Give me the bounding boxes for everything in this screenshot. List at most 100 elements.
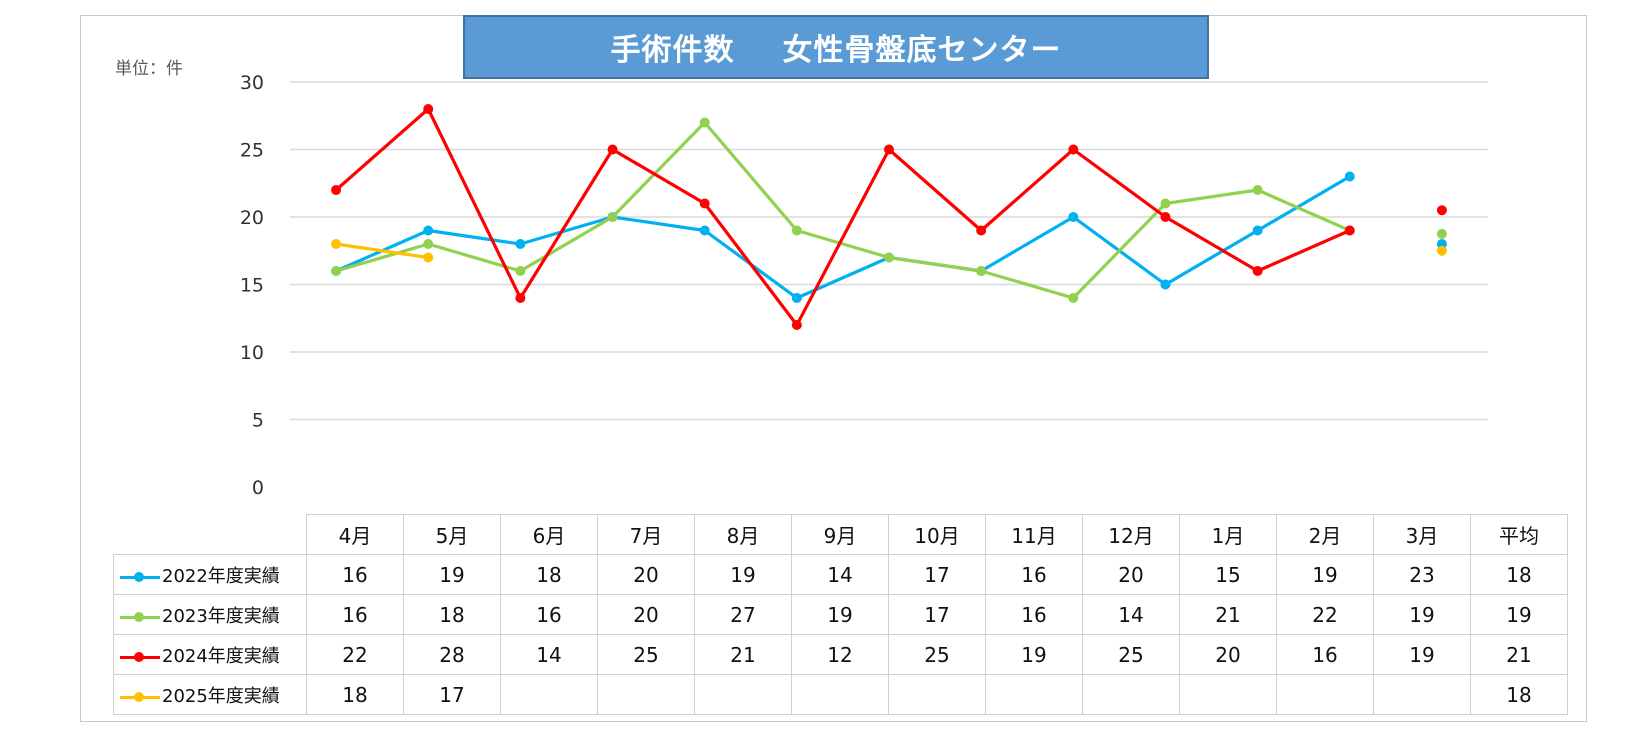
y-tick-label: 25 [240,140,264,162]
data-label: 20 [597,554,695,595]
data-label: 28 [403,634,501,675]
y-tick-label: 20 [240,207,264,229]
data-point [423,225,434,236]
data-label: 22 [306,634,404,675]
data-label: 18 [403,594,501,635]
data-label: 22 [1276,594,1374,635]
series-1 [331,171,1447,303]
y-tick-label: 5 [252,410,264,432]
data-point [515,239,526,249]
category-label: 3月 [1373,514,1471,555]
data-label: 16 [500,594,598,635]
series-line [335,107,1351,327]
data-point [423,239,434,249]
data-label: 25 [888,634,986,675]
average-point [1436,205,1447,216]
average-label: 21 [1470,634,1568,675]
legend-label: 2022年度実績 [162,565,280,587]
legend-swatch [120,691,160,702]
data-label: 15 [1179,554,1277,595]
data-point [1160,212,1171,222]
average-label: 19 [1470,594,1568,635]
data-point [976,225,987,236]
y-axis-ticks: 0 5 10 15 20 25 30 [240,72,264,499]
data-label: 16 [306,594,404,635]
data-label: 19 [791,594,889,635]
data-label: 19 [1276,554,1374,595]
data-label [1179,674,1277,715]
category-label: 8月 [694,514,792,555]
data-point [1068,293,1079,303]
data-point [607,212,618,222]
category-label: 平均 [1470,514,1568,555]
category-label: 5月 [403,514,501,555]
data-label [694,674,792,715]
table-row: 2025年度実績 18 17 18 [113,674,1568,715]
data-label: 17 [888,594,986,635]
legend-entry: 2024年度実績 [113,634,307,675]
series-line [335,242,429,260]
data-point [1252,185,1263,195]
category-label: 9月 [791,514,889,555]
table-corner [114,515,307,555]
data-label: 14 [500,634,598,675]
data-label: 12 [791,634,889,675]
data-label [1373,674,1471,715]
average-point [1436,245,1447,256]
data-table: 4月 5月 6月 7月 8月 9月 10月 11月 12月 1月 2月 3月 平均 2022年度実績 16 1… [113,514,1568,715]
data-point [791,225,802,236]
data-point [791,293,802,303]
series-lines [331,104,1447,330]
y-tick-label: 30 [240,72,264,94]
data-point [976,266,987,276]
category-label: 12月 [1082,514,1180,555]
data-label: 18 [306,674,404,715]
unit-label: 単位：件 [115,59,183,79]
data-label: 20 [1179,634,1277,675]
table-row: 2023年度実績 16 18 16 20 27 19 17 16 14 21 22 19 19 [113,594,1568,635]
data-label: 20 [597,594,695,635]
average-point [1436,228,1447,239]
data-point [1068,144,1079,155]
legend-swatch [120,571,160,582]
data-point [699,198,710,209]
data-label: 27 [694,594,792,635]
data-point [1160,198,1171,209]
category-label: 4月 [306,514,404,555]
data-point [331,266,342,276]
data-point [331,185,342,195]
data-point [884,252,894,263]
data-label: 14 [791,554,889,595]
category-label: 6月 [500,514,598,555]
chart-title-part1: 手術件数 [610,33,735,68]
data-label: 16 [985,554,1083,595]
data-label: 23 [1373,554,1471,595]
legend-label: 2024年度実績 [162,645,280,667]
chart-title: 手術件数 女性骨盤底センター [463,15,1209,79]
y-tick-label: 15 [240,275,264,297]
data-point [423,104,434,114]
category-label: 10月 [888,514,986,555]
data-label [791,674,889,715]
data-point [607,144,618,155]
chart-title-part2: 女性骨盤底センター [782,33,1062,68]
data-point [1068,212,1079,222]
data-point [515,293,526,303]
data-label: 21 [694,634,792,675]
category-label: 2月 [1276,514,1374,555]
series-3 [331,104,1447,330]
data-label: 17 [403,674,501,715]
data-point [1160,279,1171,290]
data-label: 16 [306,554,404,595]
data-label: 16 [985,594,1083,635]
data-label: 18 [500,554,598,595]
data-point [423,252,434,263]
data-label [500,674,598,715]
legend-entry: 2025年度実績 [113,674,307,715]
legend-entry: 2022年度実績 [113,554,307,595]
data-label: 19 [1373,634,1471,675]
series-4 [331,239,1447,263]
legend-label: 2025年度実績 [162,685,280,707]
data-label: 19 [985,634,1083,675]
